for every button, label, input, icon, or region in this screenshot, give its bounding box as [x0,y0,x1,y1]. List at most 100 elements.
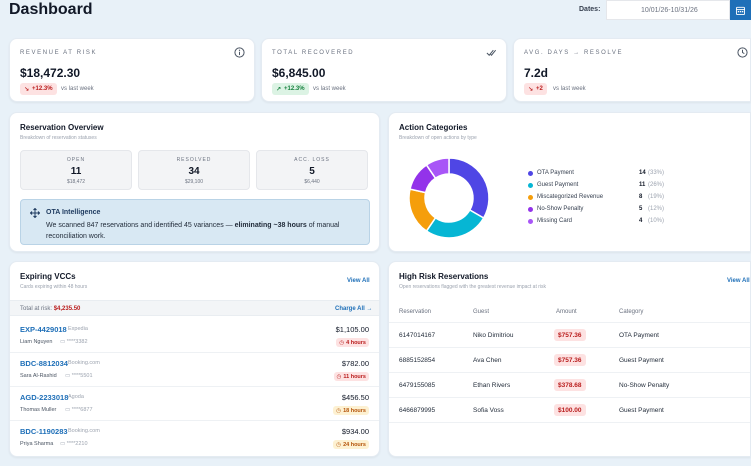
cell-guest: Ava Chen [473,357,502,364]
stat-resolved: RESOLVED 34 $29,100 [138,150,250,190]
delta-value: +12.3% [284,86,305,92]
vcc-card: ▭ ****5501 [65,373,93,379]
legend-pct: (26%) [648,182,665,188]
clock-icon: ◷ [339,339,345,346]
cell-reservation: 6147014167 [399,332,436,339]
double-check-icon [486,49,497,57]
vcc-row[interactable]: AGD-2233018 Agoda Thomas Muller ▭ ****68… [10,387,379,421]
legend-count: 4 [639,218,643,224]
stat-open: OPEN 11 $18,472 [20,150,132,190]
vcc-code[interactable]: BDC-8812034 [20,359,68,368]
cell-reservation: 6479155085 [399,382,436,389]
table-row[interactable]: 6466879995 Sofia Voss $100.00 Guest Paym… [389,398,750,423]
date-range-input[interactable]: 10/01/26-10/31/26 [606,0,730,20]
legend-item-ota-payment: OTA Payment 14 (33%) [528,169,671,179]
cell-amount: $378.68 [554,379,586,391]
cell-category: OTA Payment [619,332,659,339]
cell-reservation: 6466879995 [399,407,436,414]
kpi-compare: vs last week [61,86,94,92]
intel-text-suffix: of manual reconciliation work. [46,222,340,240]
donut-slice-missing-card[interactable] [425,157,450,180]
cell-amount: $100.00 [554,404,586,416]
delta-badge: ↗ +12.3% [272,83,309,95]
vcc-card-number: ****3382 [66,339,88,345]
legend-dot [528,171,533,176]
intel-text: We scanned 847 reservations and identifi… [46,220,361,242]
total-at-risk: Total at risk: $4,235.50 [20,306,80,312]
legend-dot [528,207,533,212]
view-all-link[interactable]: View All [347,278,370,284]
delta-badge: ↘ +12.3% [20,83,57,95]
vcc-code[interactable]: EXP-4429018 [20,325,67,334]
expiry-time: 24 hours [343,441,366,448]
trend-down-icon: ↘ [24,86,30,93]
vcc-card-number: ****2210 [66,441,88,447]
cell-guest: Niko Dimitriou [473,332,514,339]
delta-badge: ↘ +2 [524,83,547,95]
card-icon: ▭ [65,407,72,413]
column-header-amount[interactable]: Amount [556,309,577,315]
legend-item-no-show-penalty: No-Show Penalty 5 (12%) [528,205,671,215]
card-icon: ▭ [60,339,67,345]
card-title: High Risk Reservations [399,272,489,281]
vcc-card-number: ****5501 [71,373,93,379]
vcc-row[interactable]: EXP-4429018 Expedia Liam Nguyen ▭ ****33… [10,319,379,353]
table-row[interactable]: 6147014167 Niko Dimitriou $757.36 OTA Pa… [389,323,750,348]
charge-all-button[interactable]: Charge All → [335,306,373,312]
table-row[interactable]: 6479155085 Ethan Rivers $378.68 No-Show … [389,373,750,398]
vcc-amount: $934.00 [341,427,369,436]
delta-value: +12.3% [32,86,53,92]
vcc-guest: Priya Sharma [20,441,54,447]
clock-icon: ◷ [336,373,342,380]
vcc-row[interactable]: BDC-1190283 Booking.com Priya Sharma ▭ *… [10,421,379,455]
vcc-card: ▭ ****2210 [60,441,88,447]
stat-label: OPEN [66,157,86,163]
total-value: $4,235.50 [53,306,81,312]
donut-slice-miscategorized-revenue[interactable] [408,188,437,233]
page-title: Dashboard [9,1,93,18]
vcc-card: ▭ ****6877 [65,407,93,413]
stat-value: 34 [188,166,200,177]
clock-icon [737,47,748,58]
kpi-card-total-recovered: TOTAL RECOVERED $6,845.00 ↗ +12.3% vs las… [261,38,507,102]
column-header-reservation[interactable]: Reservation [399,309,432,315]
table-row[interactable]: 6885152854 Ava Chen $757.36 Guest Paymen… [389,348,750,373]
card-subtitle: Breakdown of open actions by type [399,135,477,141]
vcc-channel: Expedia [68,326,88,332]
card-icon: ▭ [60,441,67,447]
vcc-guest: Liam Nguyen [20,339,53,345]
kpi-label: REVENUE AT RISK [20,50,98,56]
stat-amount: $18,472 [66,179,86,185]
column-header-guest[interactable]: Guest [473,309,490,315]
expiry-time: 18 hours [343,407,366,414]
legend-item-missing-card: Missing Card 4 (10%) [528,217,671,227]
legend-pct: (12%) [648,206,665,212]
stat-value: 11 [70,166,82,177]
legend-dot [528,195,533,200]
donut-slice-ota-payment[interactable] [448,157,490,220]
view-all-link[interactable]: View All [727,278,750,284]
expiring-vccs-card: Expiring VCCs Cards expiring within 48 h… [9,261,380,457]
card-icon: ▭ [65,373,72,379]
legend-item-miscategorized-revenue: Miscategorized Revenue 8 (19%) [528,193,671,203]
column-header-category[interactable]: Category [619,309,644,315]
kpi-card-avg-days: AVG. DAYS → RESOLVE 7.2d ↘ +2 vs last wee… [513,38,751,102]
vcc-code[interactable]: AGD-2233018 [20,393,69,402]
legend-pct: (19%) [648,194,665,200]
vcc-row[interactable]: BDC-8812034 Booking.com Sara Al-Rashid ▭… [10,353,379,387]
stat-amount: $6,440 [304,179,320,185]
vcc-channel: Booking.com [68,428,100,434]
donut-slice-guest-payment[interactable] [425,208,485,239]
vcc-code[interactable]: BDC-1190283 [20,427,68,436]
cell-category: No-Show Penalty [619,382,670,389]
delta-value: +2 [536,86,543,92]
calendar-button[interactable] [730,0,751,20]
expiry-time: 11 hours [343,373,366,380]
kpi-compare: vs last week [313,86,346,92]
vcc-guest: Sara Al-Rashid [20,373,57,379]
intel-title: OTA Intelligence [46,209,101,216]
expiry-badge: ◷ 24 hours [333,440,369,449]
kpi-value: 7.2d [524,66,549,80]
trend-down-icon: ↘ [528,86,534,93]
total-label: Total at risk: [20,306,53,312]
